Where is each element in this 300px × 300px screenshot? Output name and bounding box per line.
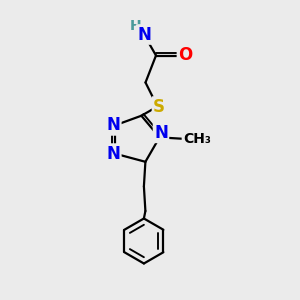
Text: O: O bbox=[178, 46, 192, 64]
Text: S: S bbox=[153, 98, 165, 116]
Text: CH₃: CH₃ bbox=[183, 132, 211, 146]
Text: N: N bbox=[106, 145, 120, 163]
Text: H: H bbox=[130, 19, 141, 33]
Text: N: N bbox=[106, 116, 120, 134]
Text: N: N bbox=[154, 124, 168, 142]
Text: N: N bbox=[137, 26, 151, 44]
